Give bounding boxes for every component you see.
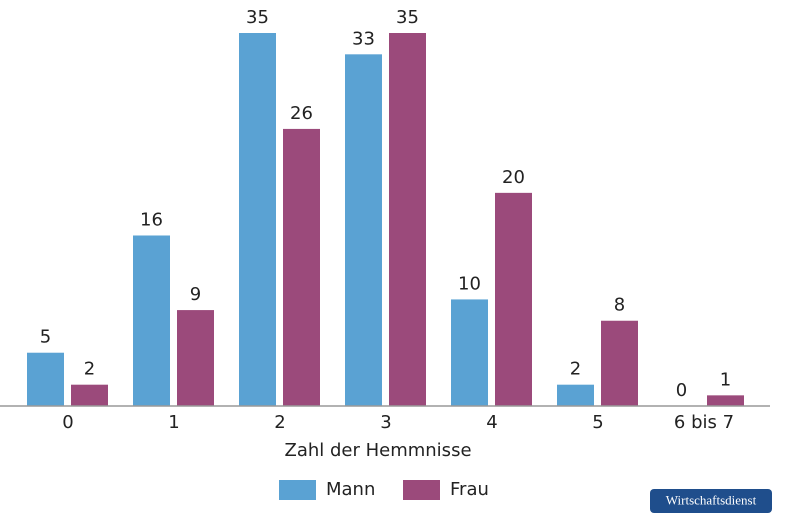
x-tick-label: 0 [62, 412, 73, 433]
bar [557, 384, 594, 406]
x-axis-title: Zahl der Hemmnisse [284, 440, 471, 461]
bar [239, 33, 276, 406]
value-label: 1 [720, 369, 731, 390]
value-label: 5 [40, 327, 51, 348]
value-label: 35 [246, 7, 269, 28]
bar [283, 128, 320, 406]
value-label: 16 [140, 209, 163, 230]
x-tick-label: 3 [380, 412, 391, 433]
legend-swatch [279, 480, 316, 500]
bar [495, 192, 532, 406]
bar [389, 33, 426, 406]
value-label: 8 [614, 295, 625, 316]
value-label: 2 [570, 359, 581, 380]
bar [71, 384, 108, 406]
value-label: 33 [352, 28, 375, 49]
legend-label: Mann [326, 479, 375, 500]
source-text: Wirtschaftsdienst [666, 492, 757, 507]
value-label: 2 [84, 359, 95, 380]
source-badge [650, 489, 772, 513]
legend-swatch [403, 480, 440, 500]
value-label: 0 [676, 380, 687, 401]
x-tick-label: 6 bis 7 [674, 412, 734, 433]
x-tick-label: 5 [592, 412, 603, 433]
x-tick-label: 4 [486, 412, 497, 433]
x-tick-label: 1 [168, 412, 179, 433]
value-label: 35 [396, 7, 419, 28]
legend-label: Frau [450, 479, 489, 500]
bar [451, 299, 488, 406]
bar [177, 310, 214, 406]
bar [345, 54, 382, 407]
bar [27, 352, 64, 406]
value-label: 10 [458, 273, 481, 294]
x-tick-label: 2 [274, 412, 285, 433]
bar [601, 320, 638, 406]
bar [133, 235, 170, 406]
value-label: 26 [290, 103, 313, 124]
bar [707, 395, 744, 406]
value-label: 9 [190, 284, 201, 305]
value-label: 20 [502, 167, 525, 188]
